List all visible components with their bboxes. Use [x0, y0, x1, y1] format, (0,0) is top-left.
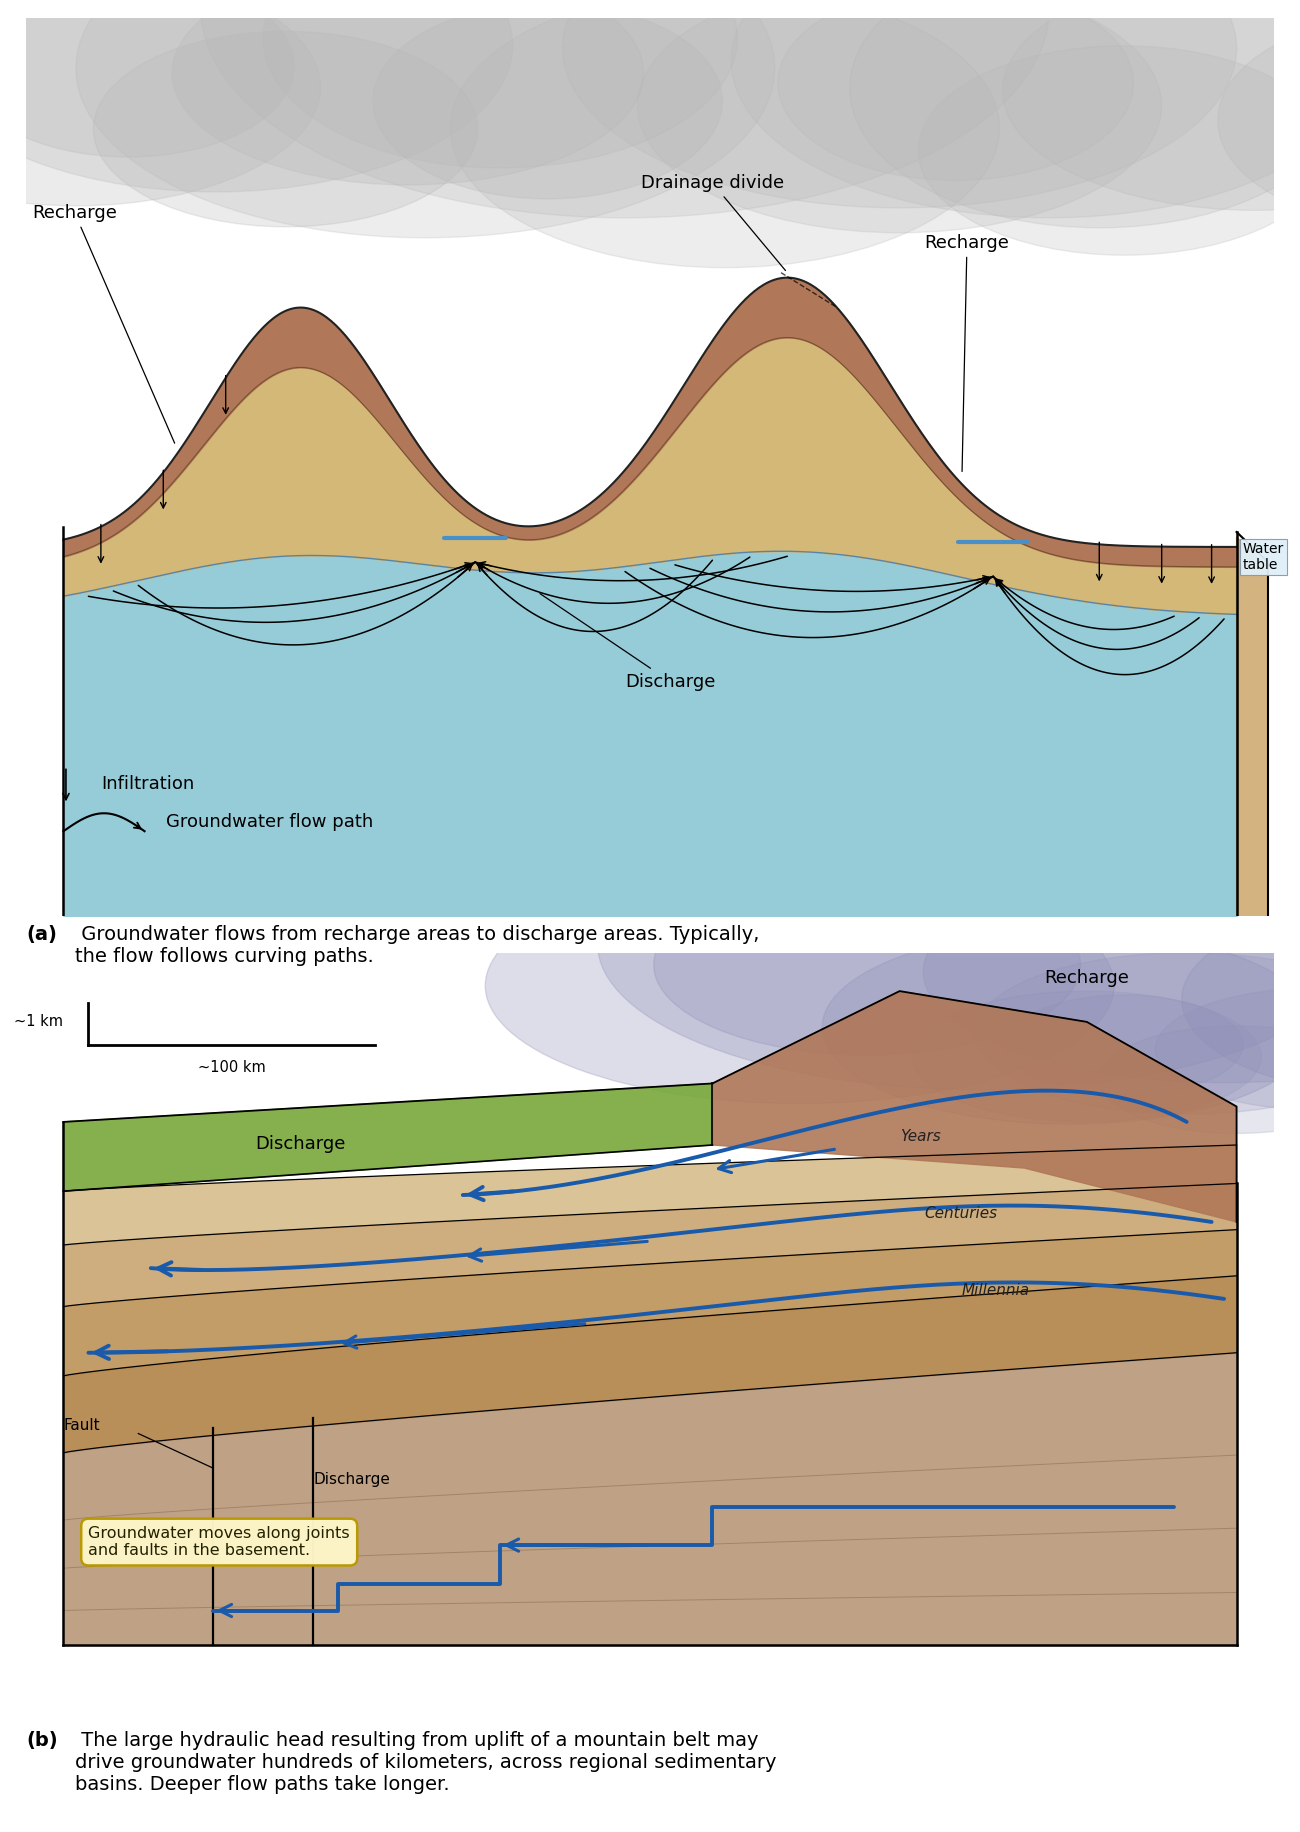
Polygon shape: [64, 1083, 712, 1191]
Text: Centuries: Centuries: [924, 1205, 997, 1222]
Ellipse shape: [822, 931, 1300, 1125]
Ellipse shape: [1006, 995, 1243, 1096]
Text: Discharge: Discharge: [255, 1134, 346, 1152]
Ellipse shape: [1002, 0, 1300, 211]
Text: Discharge: Discharge: [313, 1471, 390, 1486]
Text: Groundwater moves along joints
and faults in the basement.: Groundwater moves along joints and fault…: [88, 1526, 350, 1559]
Text: Millennia: Millennia: [962, 1282, 1030, 1299]
Ellipse shape: [1182, 903, 1300, 1097]
Text: The large hydraulic head resulting from uplift of a mountain belt may
drive grou: The large hydraulic head resulting from …: [75, 1731, 777, 1794]
Ellipse shape: [0, 0, 294, 158]
Text: Infiltration: Infiltration: [101, 775, 194, 793]
Text: Groundwater flows from recharge areas to discharge areas. Typically,
the flow fo: Groundwater flows from recharge areas to…: [75, 925, 759, 965]
Ellipse shape: [1100, 1026, 1300, 1134]
Ellipse shape: [777, 0, 1134, 180]
Text: ~1 km: ~1 km: [14, 1015, 64, 1030]
Ellipse shape: [923, 861, 1300, 1083]
Ellipse shape: [913, 991, 1261, 1121]
Ellipse shape: [918, 46, 1300, 255]
Text: Recharge: Recharge: [924, 234, 1009, 471]
Text: Discharge: Discharge: [540, 594, 715, 691]
Ellipse shape: [263, 0, 737, 169]
Ellipse shape: [485, 868, 1114, 1103]
Ellipse shape: [975, 953, 1300, 1114]
Polygon shape: [712, 991, 1236, 1222]
Text: Water
table: Water table: [1243, 542, 1284, 572]
Text: (a): (a): [26, 925, 57, 943]
Ellipse shape: [94, 31, 478, 227]
Ellipse shape: [373, 4, 723, 200]
Ellipse shape: [850, 0, 1300, 227]
Ellipse shape: [450, 0, 1000, 267]
Ellipse shape: [563, 0, 1236, 207]
Ellipse shape: [0, 0, 512, 192]
Text: Recharge: Recharge: [32, 203, 174, 443]
Ellipse shape: [0, 0, 321, 205]
Ellipse shape: [1218, 16, 1300, 225]
Polygon shape: [1236, 537, 1268, 965]
Ellipse shape: [75, 0, 775, 238]
Ellipse shape: [731, 0, 1300, 218]
Ellipse shape: [598, 799, 1300, 1090]
Ellipse shape: [200, 0, 1049, 218]
Ellipse shape: [637, 0, 1162, 233]
Text: Groundwater flow path: Groundwater flow path: [166, 813, 373, 832]
Ellipse shape: [654, 876, 1080, 1055]
Text: Years: Years: [900, 1129, 940, 1145]
Text: Drainage divide: Drainage divide: [641, 174, 785, 271]
Ellipse shape: [172, 0, 644, 185]
Text: Fault: Fault: [64, 1418, 100, 1433]
Text: ~100 km: ~100 km: [198, 1061, 265, 1075]
Text: Recharge: Recharge: [1044, 969, 1130, 987]
Ellipse shape: [1156, 987, 1300, 1110]
Text: (b): (b): [26, 1731, 57, 1750]
